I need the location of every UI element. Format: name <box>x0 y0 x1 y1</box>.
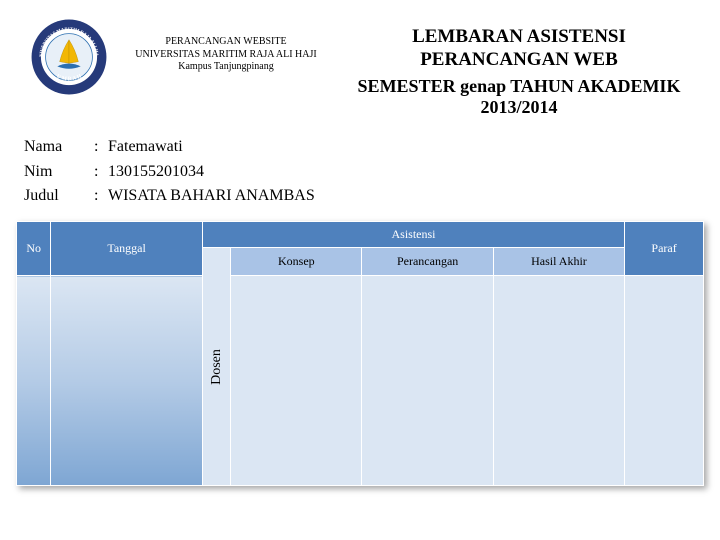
col-hasil: Hasil Akhir <box>493 248 624 276</box>
col-dosen: Dosen <box>202 248 230 486</box>
cell-perancangan <box>362 276 493 486</box>
cell-hasil <box>493 276 624 486</box>
name-value: Fatemawati <box>108 135 183 160</box>
nim-value: 130155201034 <box>108 160 204 185</box>
judul-value: WISATA BAHARI ANAMBAS <box>108 184 315 209</box>
title-sub: SEMESTER genap TAHUN AKADEMIK 2013/2014 <box>338 76 700 119</box>
col-no: No <box>17 222 51 276</box>
inst-line3: Kampus Tanjungpinang <box>124 61 328 74</box>
col-tanggal: Tanggal <box>51 222 203 276</box>
judul-label: Judul <box>24 184 94 209</box>
student-info: Nama : Fatemawati Nim : 130155201034 Jud… <box>0 129 720 221</box>
institution-text: PERANCANGAN WEBSITE UNIVERSITAS MARITIM … <box>118 18 328 74</box>
name-label: Nama <box>24 135 94 160</box>
nim-label: Nim <box>24 160 94 185</box>
inst-line2: UNIVERSITAS MARITIM RAJA ALI HAJI <box>124 49 328 62</box>
inst-line1: PERANCANGAN WEBSITE <box>124 36 328 49</box>
col-asistensi: Asistensi <box>202 222 624 248</box>
col-paraf: Paraf <box>625 222 704 276</box>
university-logo: UNIVERSITAS MARITIM RAJA ALI HAJI U M R … <box>30 18 108 101</box>
cell-konsep <box>231 276 362 486</box>
cell-tanggal <box>51 276 203 486</box>
col-perancangan: Perancangan <box>362 248 493 276</box>
title-main: LEMBARAN ASISTENSI PERANCANGAN WEB <box>338 26 700 72</box>
col-konsep: Konsep <box>231 248 362 276</box>
document-title: LEMBARAN ASISTENSI PERANCANGAN WEB SEMES… <box>338 18 700 119</box>
asistensi-table: No Tanggal Asistensi Paraf Dosen Konsep … <box>16 221 704 486</box>
cell-no <box>17 276 51 486</box>
cell-paraf <box>625 276 704 486</box>
